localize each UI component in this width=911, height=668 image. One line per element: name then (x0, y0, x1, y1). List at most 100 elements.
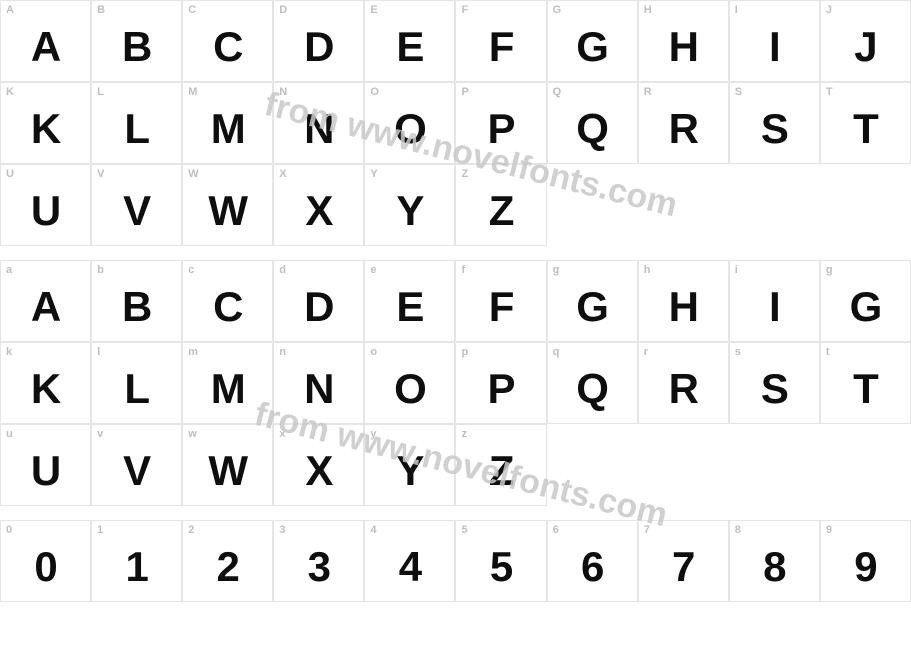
glyph-cell[interactable]: cC (182, 260, 273, 342)
glyph-cell[interactable]: QQ (547, 82, 638, 164)
glyph-cell[interactable]: VV (91, 164, 182, 246)
glyph-cell[interactable]: gG (820, 260, 911, 342)
glyph-cell-label: r (644, 346, 648, 358)
glyph-cell[interactable]: iI (729, 260, 820, 342)
glyph-cell[interactable]: 11 (91, 520, 182, 602)
glyph-cell[interactable]: UU (0, 164, 91, 246)
glyph-cell (638, 164, 729, 246)
glyph-cell-glyph: 7 (672, 546, 694, 588)
glyph-cell[interactable]: WW (182, 164, 273, 246)
glyph-cell-glyph: 2 (217, 546, 239, 588)
glyph-cell-glyph: G (576, 26, 608, 68)
glyph-cell[interactable]: SS (729, 82, 820, 164)
glyph-cell-label: K (6, 86, 14, 98)
glyph-cell[interactable]: 99 (820, 520, 911, 602)
glyph-cell[interactable]: NN (273, 82, 364, 164)
glyph-cell[interactable]: 22 (182, 520, 273, 602)
glyph-cell-label: 7 (644, 524, 650, 536)
glyph-cell-label: R (644, 86, 652, 98)
glyph-cell-glyph: I (769, 26, 780, 68)
glyph-cell-glyph: O (394, 108, 426, 150)
glyph-cell[interactable]: TT (820, 82, 911, 164)
glyph-cell[interactable]: aA (0, 260, 91, 342)
glyph-cell[interactable]: KK (0, 82, 91, 164)
glyph-cell[interactable]: RR (638, 82, 729, 164)
row-spacer (0, 246, 911, 260)
glyph-cell-label: g (826, 264, 833, 276)
glyph-cell[interactable]: hH (638, 260, 729, 342)
glyph-cell[interactable]: zZ (455, 424, 546, 506)
glyph-cell[interactable]: vV (91, 424, 182, 506)
glyph-cell[interactable]: yY (364, 424, 455, 506)
glyph-cell-label: c (188, 264, 194, 276)
glyph-cell[interactable]: eE (364, 260, 455, 342)
glyph-cell[interactable]: nN (273, 342, 364, 424)
glyph-cell[interactable]: XX (273, 164, 364, 246)
glyph-cell[interactable]: JJ (820, 0, 911, 82)
glyph-cell-label: u (6, 428, 13, 440)
glyph-cell[interactable]: LL (91, 82, 182, 164)
glyph-cell[interactable]: xX (273, 424, 364, 506)
glyph-cell[interactable]: 66 (547, 520, 638, 602)
glyph-cell[interactable]: kK (0, 342, 91, 424)
glyph-cell[interactable]: YY (364, 164, 455, 246)
glyph-cell[interactable]: FF (455, 0, 546, 82)
glyph-cell[interactable]: 88 (729, 520, 820, 602)
glyph-cell[interactable]: HH (638, 0, 729, 82)
glyph-cell[interactable]: sS (729, 342, 820, 424)
glyph-cell-label: G (553, 4, 562, 16)
glyph-cell[interactable]: oO (364, 342, 455, 424)
glyph-cell-label: A (6, 4, 14, 16)
glyph-cell[interactable]: DD (273, 0, 364, 82)
glyph-cell-glyph: K (31, 108, 60, 150)
glyph-cell-glyph: B (122, 26, 151, 68)
glyph-cell[interactable]: gG (547, 260, 638, 342)
glyph-cell-glyph: C (213, 286, 242, 328)
glyph-cell[interactable]: CC (182, 0, 273, 82)
glyph-cell[interactable]: PP (455, 82, 546, 164)
glyph-cell-glyph: I (769, 286, 780, 328)
glyph-cell[interactable]: ZZ (455, 164, 546, 246)
glyph-cell[interactable]: AA (0, 0, 91, 82)
glyph-cell-glyph: Y (396, 450, 423, 492)
glyph-cell[interactable]: EE (364, 0, 455, 82)
glyph-cell[interactable]: rR (638, 342, 729, 424)
glyph-cell (547, 424, 638, 506)
glyph-cell[interactable]: fF (455, 260, 546, 342)
glyph-cell-glyph: Q (576, 368, 608, 410)
glyph-cell-glyph: T (853, 368, 878, 410)
glyph-cell[interactable]: BB (91, 0, 182, 82)
glyph-cell[interactable]: II (729, 0, 820, 82)
glyph-cell[interactable]: GG (547, 0, 638, 82)
glyph-cell-label: M (188, 86, 197, 98)
glyph-cell-label: 1 (97, 524, 103, 536)
glyph-cell[interactable]: 00 (0, 520, 91, 602)
glyph-cell[interactable]: 55 (455, 520, 546, 602)
glyph-cell-label: n (279, 346, 286, 358)
glyph-cell-label: g (553, 264, 560, 276)
glyph-cell-glyph: F (489, 286, 514, 328)
glyph-cell[interactable]: tT (820, 342, 911, 424)
glyph-cell[interactable]: uU (0, 424, 91, 506)
glyph-cell-label: i (735, 264, 738, 276)
glyph-cell[interactable]: 44 (364, 520, 455, 602)
glyph-cell[interactable]: bB (91, 260, 182, 342)
glyph-cell-glyph: H (669, 286, 698, 328)
glyph-cell-label: V (97, 168, 104, 180)
glyph-cell-label: L (97, 86, 104, 98)
glyph-cell[interactable]: dD (273, 260, 364, 342)
glyph-cell[interactable]: OO (364, 82, 455, 164)
glyph-cell[interactable]: mM (182, 342, 273, 424)
glyph-cell[interactable]: MM (182, 82, 273, 164)
glyph-cell-label: t (826, 346, 830, 358)
glyph-cell[interactable]: lL (91, 342, 182, 424)
glyph-cell[interactable]: wW (182, 424, 273, 506)
glyph-cell-label: b (97, 264, 104, 276)
glyph-cell[interactable]: 33 (273, 520, 364, 602)
glyph-cell-glyph: G (576, 286, 608, 328)
glyph-cell-label: 4 (370, 524, 376, 536)
glyph-cell[interactable]: 77 (638, 520, 729, 602)
glyph-cell-glyph: W (208, 190, 247, 232)
glyph-cell[interactable]: qQ (547, 342, 638, 424)
glyph-cell[interactable]: pP (455, 342, 546, 424)
